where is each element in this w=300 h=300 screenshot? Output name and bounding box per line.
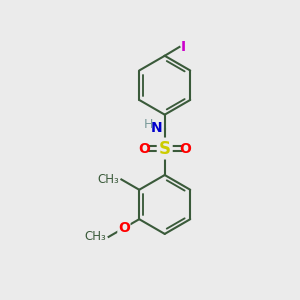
Text: O: O bbox=[118, 221, 130, 235]
Text: I: I bbox=[181, 40, 186, 54]
Text: CH₃: CH₃ bbox=[97, 173, 119, 186]
Text: N: N bbox=[151, 121, 162, 135]
Text: S: S bbox=[159, 140, 171, 158]
Text: O: O bbox=[138, 142, 150, 155]
Text: O: O bbox=[179, 142, 191, 155]
Text: CH₃: CH₃ bbox=[85, 230, 106, 243]
Text: H: H bbox=[144, 118, 153, 130]
